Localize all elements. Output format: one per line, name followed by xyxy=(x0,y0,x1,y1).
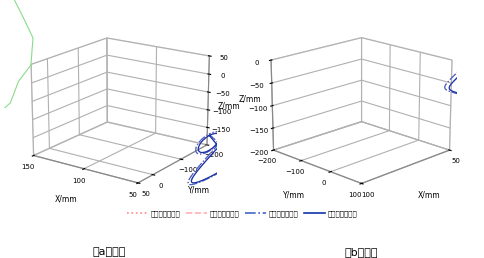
Legend: 膝关节（实验）, 踝关节（实验）, 膝关节（拟合）, 踝关节（拟合）: 膝关节（实验）, 踝关节（实验）, 膝关节（拟合）, 踝关节（拟合） xyxy=(124,207,360,220)
X-axis label: X/mm: X/mm xyxy=(55,195,77,204)
Text: （a）前腿: （a）前腿 xyxy=(92,247,125,257)
Y-axis label: Y/mm: Y/mm xyxy=(282,191,304,200)
Y-axis label: Y/mm: Y/mm xyxy=(188,186,210,195)
Text: （b）后腿: （b）后腿 xyxy=(344,247,378,257)
X-axis label: X/mm: X/mm xyxy=(417,191,440,200)
